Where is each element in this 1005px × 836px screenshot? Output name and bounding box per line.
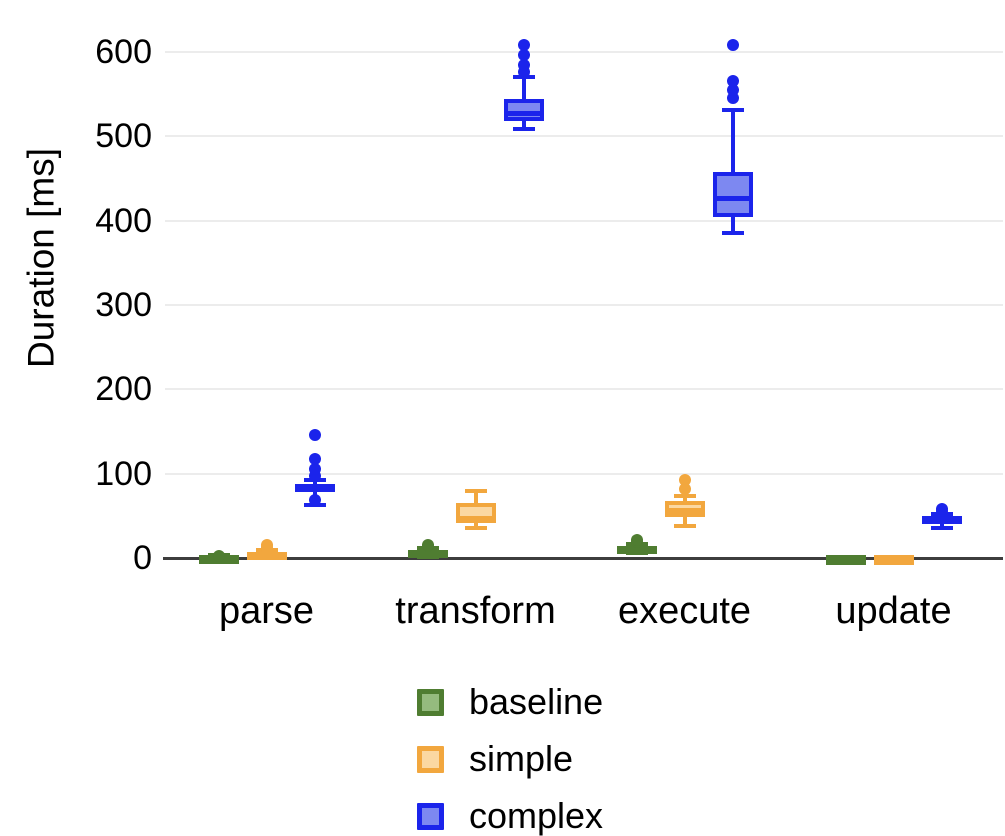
outlier-dot	[726, 74, 739, 87]
y-tick-label: 500	[95, 117, 152, 156]
y-tick-label: 400	[95, 201, 152, 240]
whisker-cap	[721, 231, 744, 236]
gridline-100	[165, 472, 1003, 475]
outlier-dot	[260, 539, 273, 552]
gridline-400	[165, 219, 1003, 222]
legend-label-simple: simple	[469, 738, 574, 779]
median-line	[294, 484, 335, 490]
whisker-cap	[930, 525, 953, 530]
x-axis-line	[163, 557, 1003, 560]
gridline-300	[165, 304, 1003, 306]
median-line	[873, 555, 914, 561]
gridline-200	[165, 388, 1003, 391]
outlier-dot	[308, 428, 321, 441]
outlier-dot	[935, 503, 948, 516]
outlier-dot	[212, 550, 225, 563]
outlier-dot	[726, 39, 739, 52]
outlier-dot	[726, 83, 739, 96]
outlier-dot	[308, 453, 321, 466]
outlier-dot	[308, 493, 321, 506]
gridline-600	[165, 51, 1003, 53]
outlier-dot	[308, 463, 321, 476]
median-line	[921, 517, 962, 523]
outlier-dot	[517, 58, 530, 71]
median-line	[664, 508, 705, 514]
legend-row-simple: simple	[417, 741, 603, 777]
median-line	[712, 196, 753, 202]
outlier-dot	[421, 538, 434, 551]
y-tick-label: 200	[95, 370, 152, 409]
outlier-dot	[630, 534, 643, 547]
legend-row-baseline: baseline	[417, 684, 603, 720]
median-line	[503, 111, 544, 117]
legend: baseline simple complex	[417, 684, 603, 836]
outlier-dot	[517, 49, 530, 62]
whisker-stem	[312, 479, 317, 505]
whisker-cap	[721, 108, 744, 113]
whisker-cap	[464, 489, 487, 494]
legend-swatch-simple	[417, 745, 444, 773]
outlier-dot	[678, 482, 691, 495]
whisker-cap	[512, 126, 535, 131]
whisker-cap	[673, 494, 696, 499]
y-tick-label: 100	[95, 454, 152, 493]
outlier-dot	[517, 39, 530, 52]
whisker-cap	[464, 526, 487, 531]
legend-swatch-complex	[417, 802, 444, 830]
x-category-label-parse: parse	[218, 590, 315, 632]
median-line	[616, 546, 657, 552]
median-line	[455, 515, 496, 521]
x-category-label-transform: transform	[395, 590, 556, 632]
iqr-box	[712, 171, 753, 218]
outlier-dot	[678, 474, 691, 487]
gridline-500	[165, 135, 1003, 138]
y-tick-label: 600	[95, 33, 152, 71]
x-category-label-update: update	[835, 590, 952, 632]
median-line	[825, 555, 866, 561]
y-tick-label: 300	[95, 286, 152, 324]
median-line	[407, 550, 448, 556]
legend-label-complex: complex	[469, 795, 604, 836]
legend-swatch-baseline	[417, 688, 444, 716]
x-category-label-execute: execute	[617, 590, 752, 632]
legend-row-complex: complex	[417, 798, 603, 834]
legend-label-baseline: baseline	[469, 681, 604, 722]
y-tick-label: 0	[133, 539, 152, 577]
whisker-cap	[673, 523, 696, 528]
